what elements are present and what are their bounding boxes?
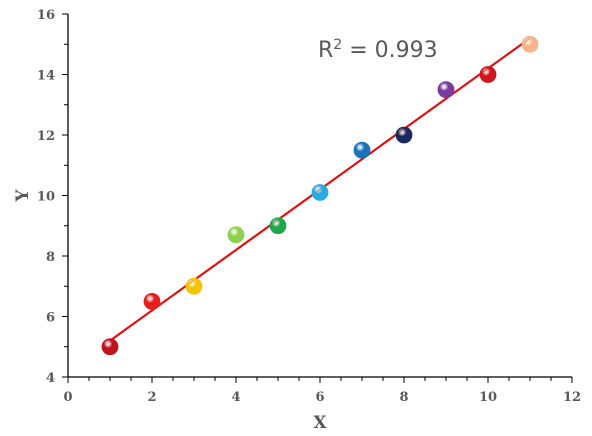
r-squared-value: = 0.993 bbox=[342, 38, 437, 63]
data-point bbox=[521, 35, 539, 53]
x-tick-label: 8 bbox=[399, 390, 408, 405]
x-axis-title: X bbox=[313, 413, 327, 433]
data-point bbox=[437, 81, 455, 99]
data-point bbox=[311, 184, 329, 201]
x-tick-label: 4 bbox=[231, 390, 240, 405]
data-point bbox=[395, 126, 413, 144]
data-point bbox=[353, 141, 371, 159]
y-tick-label: 14 bbox=[37, 69, 55, 84]
y-tick-label: 12 bbox=[37, 129, 55, 144]
x-tick-label: 10 bbox=[479, 390, 497, 405]
y-tick-label: 10 bbox=[37, 190, 55, 205]
tick-labels: 0 2 4 6 8 10 12 4 6 8 10 12 14 16 bbox=[37, 8, 581, 405]
x-tick-label: 6 bbox=[315, 390, 324, 405]
data-point bbox=[479, 66, 497, 83]
r-squared-superscript: 2 bbox=[333, 37, 342, 53]
y-axis-title: Y bbox=[13, 189, 33, 203]
y-tick-label: 6 bbox=[46, 311, 55, 326]
x-tick-label: 12 bbox=[563, 390, 581, 405]
x-tick-label: 0 bbox=[63, 390, 72, 405]
y-tick-label: 4 bbox=[46, 371, 55, 386]
data-point bbox=[269, 217, 287, 235]
r-squared-annotation: R2 = 0.993 bbox=[318, 37, 438, 63]
y-tick-label: 16 bbox=[37, 8, 55, 23]
data-point bbox=[143, 292, 161, 310]
r-squared-prefix: R bbox=[318, 38, 333, 63]
data-points bbox=[101, 35, 539, 356]
data-point bbox=[185, 277, 203, 295]
data-point bbox=[101, 338, 119, 356]
data-point bbox=[227, 226, 245, 244]
y-tick-label: 8 bbox=[46, 250, 55, 265]
axes bbox=[62, 13, 573, 383]
x-tick-label: 2 bbox=[147, 390, 156, 405]
